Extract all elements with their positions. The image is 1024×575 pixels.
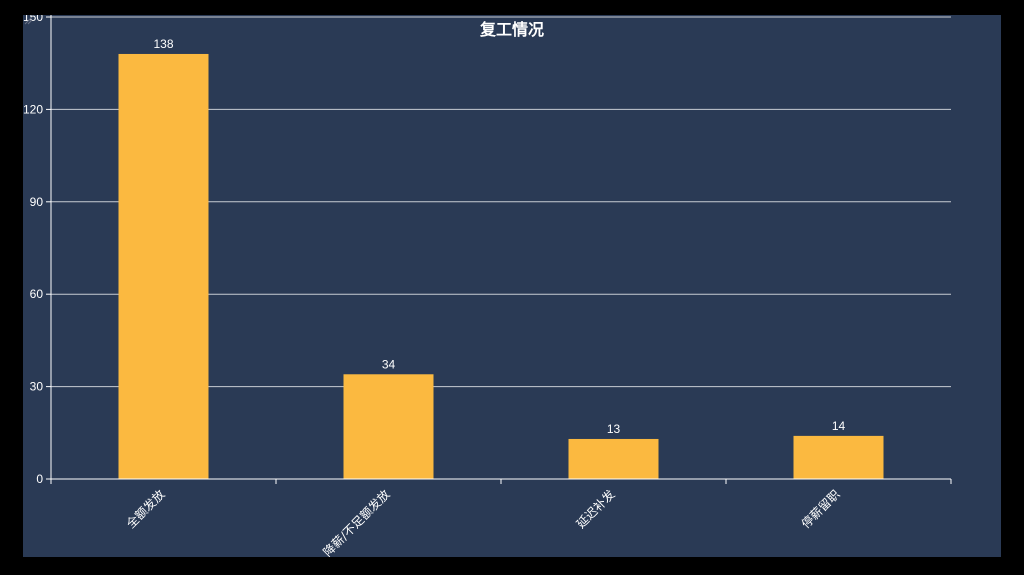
data-label: 13 — [607, 422, 621, 436]
y-tick-label: 0 — [36, 472, 43, 486]
x-tick-label: 降薪/不足额发放 — [320, 487, 393, 557]
bar-chart: 0 30 60 90 120 150 138 全额发放 34 降薪/不足额发放 13 延迟补发 14 停薪… — [23, 15, 952, 557]
y-tick-label: 60 — [30, 287, 44, 301]
bar[interactable] — [793, 435, 884, 479]
chart-title: 复工情况 — [479, 20, 544, 39]
x-tick-label: 全额发放 — [123, 487, 168, 532]
bars — [118, 53, 884, 480]
y-tick-label: 120 — [23, 102, 43, 116]
y-tick-label: 90 — [30, 195, 44, 209]
x-tick-label: 延迟补发 — [573, 487, 618, 532]
bar[interactable] — [568, 438, 659, 479]
axes — [46, 15, 952, 484]
data-label: 34 — [382, 357, 396, 371]
y-tick-label: 30 — [30, 380, 44, 394]
x-tick-label: 停薪留职 — [798, 487, 843, 532]
bar[interactable] — [118, 53, 209, 480]
resize-grip-icon[interactable] — [23, 15, 33, 25]
bar[interactable] — [343, 374, 434, 479]
chart-panel: 0 30 60 90 120 150 138 全额发放 34 降薪/不足额发放 13 延迟补发 14 停薪… — [23, 15, 1001, 557]
data-label: 138 — [153, 37, 173, 51]
data-label: 14 — [832, 419, 846, 433]
y-tick-label: 150 — [23, 15, 43, 24]
